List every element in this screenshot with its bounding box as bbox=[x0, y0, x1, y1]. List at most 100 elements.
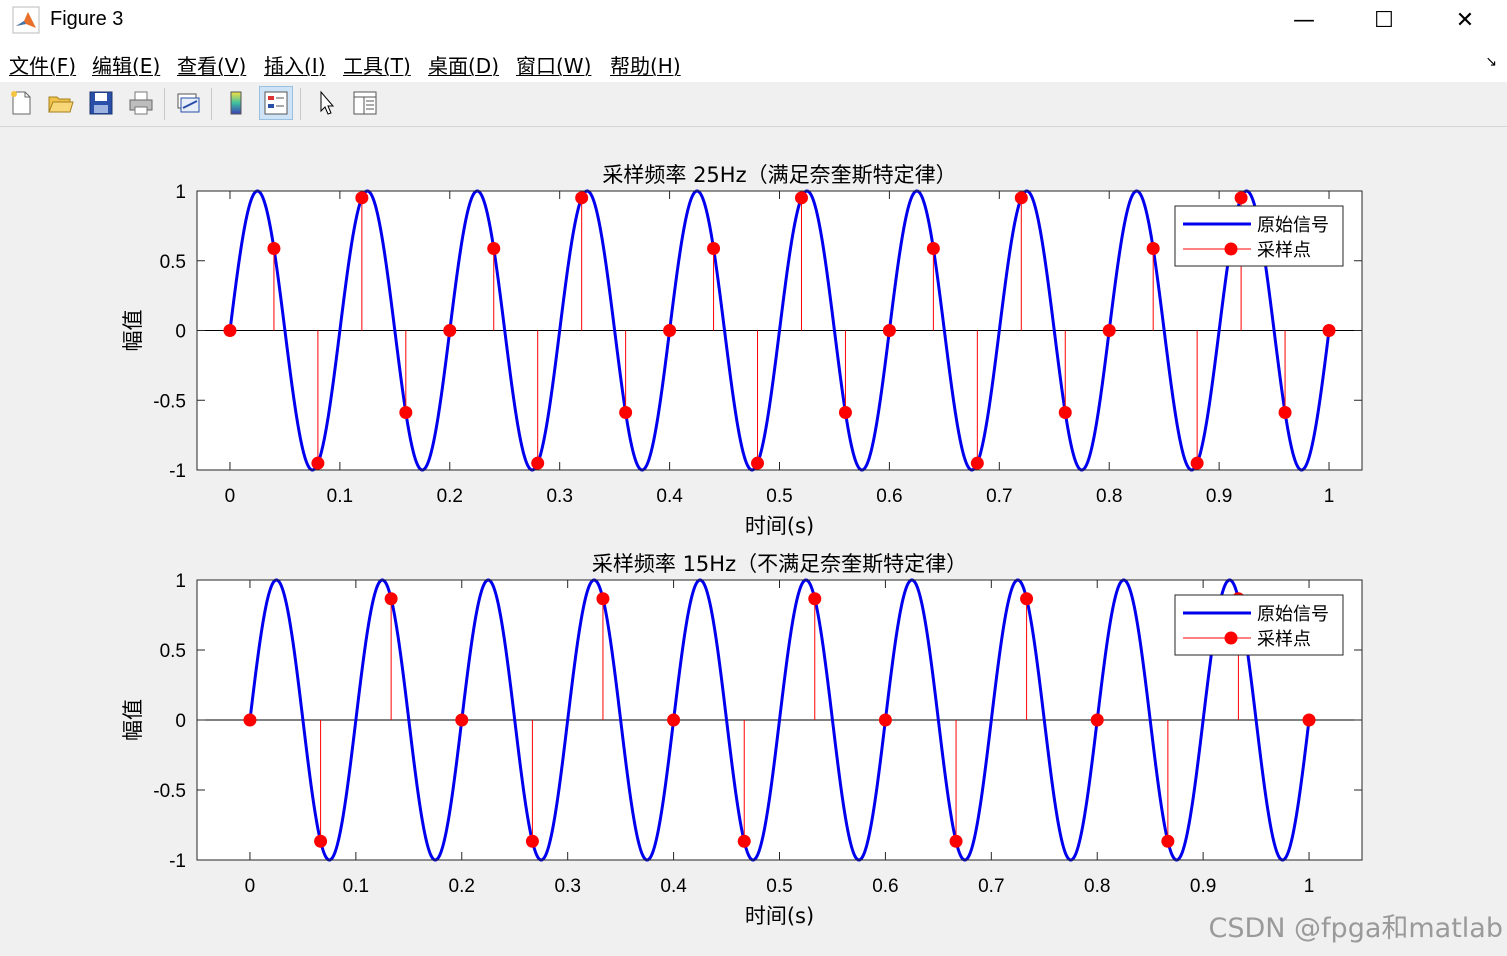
minimize-button[interactable]: — bbox=[1274, 0, 1334, 40]
sample-point bbox=[949, 834, 963, 848]
open-file-button[interactable] bbox=[43, 86, 77, 120]
x-tick-label: 0.1 bbox=[327, 486, 353, 507]
insert-colorbar-button[interactable] bbox=[219, 86, 253, 120]
x-tick-label: 0.5 bbox=[766, 486, 792, 507]
x-tick-label: 0.7 bbox=[978, 876, 1004, 897]
menu-view[interactable]: 查看(V) bbox=[177, 54, 247, 78]
chart-title: 采样频率 15Hz（不满足奈奎斯特定律） bbox=[592, 552, 967, 576]
x-tick-label: 0.8 bbox=[1084, 876, 1110, 897]
menu-edit[interactable]: 编辑(E) bbox=[92, 54, 161, 78]
save-icon bbox=[89, 91, 113, 115]
y-tick-label: -0.5 bbox=[153, 391, 186, 412]
edit-plot-button[interactable] bbox=[309, 86, 343, 120]
legend-label-samples: 采样点 bbox=[1257, 240, 1311, 261]
sample-point bbox=[1278, 406, 1292, 420]
sample-point bbox=[1322, 324, 1336, 337]
figure-toolbar bbox=[0, 82, 1507, 127]
sample-point bbox=[926, 241, 940, 255]
figure-canvas[interactable]: 0 0.1 0.2 0.3 0.4 0.5 0.6 0.7 0.8 0.9 1 1 0.5 0 -0.5 -1… bbox=[0, 127, 1507, 953]
toolbar-separator bbox=[300, 88, 301, 120]
sample-point bbox=[663, 324, 677, 337]
watermark: CSDN @fpga和matlab bbox=[1208, 913, 1503, 944]
sample-point bbox=[1234, 191, 1248, 205]
sample-point bbox=[794, 191, 808, 205]
colorbar-icon bbox=[230, 91, 242, 115]
x-tick-label: 0.3 bbox=[546, 486, 572, 507]
menu-help[interactable]: 帮助(H) bbox=[610, 54, 681, 78]
x-tick-label: 0.1 bbox=[343, 876, 369, 897]
x-tick-label: 0.2 bbox=[437, 486, 463, 507]
sample-point bbox=[399, 406, 413, 420]
sample-point bbox=[1020, 592, 1034, 606]
sample-point bbox=[455, 713, 469, 727]
toolbar-separator bbox=[164, 88, 165, 120]
y-axis-label: 幅值 bbox=[121, 699, 145, 741]
sample-point bbox=[1102, 324, 1116, 337]
menu-tools[interactable]: 工具(T) bbox=[343, 54, 411, 78]
sample-point bbox=[314, 834, 328, 848]
sample-point bbox=[878, 713, 892, 727]
sample-point bbox=[1161, 834, 1175, 848]
window-bottom-edge bbox=[0, 953, 1507, 956]
legend-label-signal: 原始信号 bbox=[1257, 215, 1329, 236]
sample-point bbox=[311, 456, 325, 470]
y-tick-label: 1 bbox=[175, 182, 186, 203]
axes-frame bbox=[196, 579, 1363, 861]
sample-point bbox=[1190, 456, 1204, 470]
x-tick-label: 0.3 bbox=[554, 876, 580, 897]
sample-point bbox=[487, 241, 501, 255]
sample-point bbox=[808, 592, 822, 606]
sample-point bbox=[575, 191, 589, 205]
signal-line bbox=[248, 578, 1311, 862]
open-file-icon bbox=[48, 96, 74, 113]
legend-sample-marker bbox=[1224, 631, 1238, 645]
new-figure-icon bbox=[11, 91, 31, 115]
link-plot-button[interactable] bbox=[171, 86, 205, 120]
menu-desktop[interactable]: 桌面(D) bbox=[428, 54, 500, 78]
menu-insert[interactable]: 插入(I) bbox=[264, 54, 326, 78]
property-inspector-icon bbox=[353, 91, 377, 115]
maximize-button[interactable]: ☐ bbox=[1354, 0, 1414, 40]
y-tick-label: -0.5 bbox=[153, 781, 186, 802]
sample-point bbox=[596, 592, 610, 606]
x-axis-label: 时间(s) bbox=[745, 904, 814, 928]
x-tick-label: 0.4 bbox=[656, 486, 683, 507]
close-button[interactable]: ✕ bbox=[1435, 0, 1495, 40]
sample-point bbox=[751, 456, 765, 470]
dock-arrow-icon[interactable]: ↘ bbox=[1485, 54, 1497, 70]
sample-point bbox=[1302, 713, 1316, 727]
window-title: Figure 3 bbox=[50, 8, 124, 30]
signal-line bbox=[228, 189, 1331, 472]
sample-point bbox=[355, 191, 369, 205]
legend-label-samples: 采样点 bbox=[1257, 629, 1311, 650]
x-tick-label: 1 bbox=[1304, 876, 1315, 897]
y-axis-label: 幅值 bbox=[121, 310, 145, 352]
sample-point bbox=[1058, 406, 1072, 420]
sample-point bbox=[838, 406, 852, 420]
legend-sample-marker bbox=[1224, 242, 1238, 256]
property-inspector-button[interactable] bbox=[348, 86, 382, 120]
y-tick-label: 0.5 bbox=[160, 252, 186, 273]
sample-point bbox=[384, 592, 398, 606]
sample-point bbox=[619, 406, 633, 420]
sample-point bbox=[531, 456, 545, 470]
legend-label-signal: 原始信号 bbox=[1257, 604, 1329, 625]
close-icon: ✕ bbox=[1455, 7, 1475, 33]
maximize-icon: ☐ bbox=[1374, 7, 1394, 33]
x-tick-label: 0.9 bbox=[1190, 876, 1216, 897]
save-button[interactable] bbox=[84, 86, 118, 120]
menu-window[interactable]: 窗口(W) bbox=[516, 54, 592, 78]
new-figure-button[interactable] bbox=[4, 86, 38, 120]
print-button[interactable] bbox=[124, 86, 158, 120]
figure-plot-svg[interactable]: 0 0.1 0.2 0.3 0.4 0.5 0.6 0.7 0.8 0.9 1 1 0.5 0 -0.5 -1… bbox=[0, 127, 1507, 953]
y-tick-label: -1 bbox=[169, 461, 186, 482]
menu-file[interactable]: 文件(F) bbox=[9, 54, 77, 78]
x-axis-label: 时间(s) bbox=[745, 514, 814, 538]
insert-legend-button[interactable] bbox=[259, 86, 293, 120]
sample-point bbox=[1014, 191, 1028, 205]
print-icon bbox=[129, 91, 153, 115]
x-tick-label: 1 bbox=[1324, 486, 1335, 507]
minimize-icon: — bbox=[1293, 7, 1315, 33]
y-tick-label: 0 bbox=[175, 322, 186, 343]
sample-point bbox=[737, 834, 751, 848]
